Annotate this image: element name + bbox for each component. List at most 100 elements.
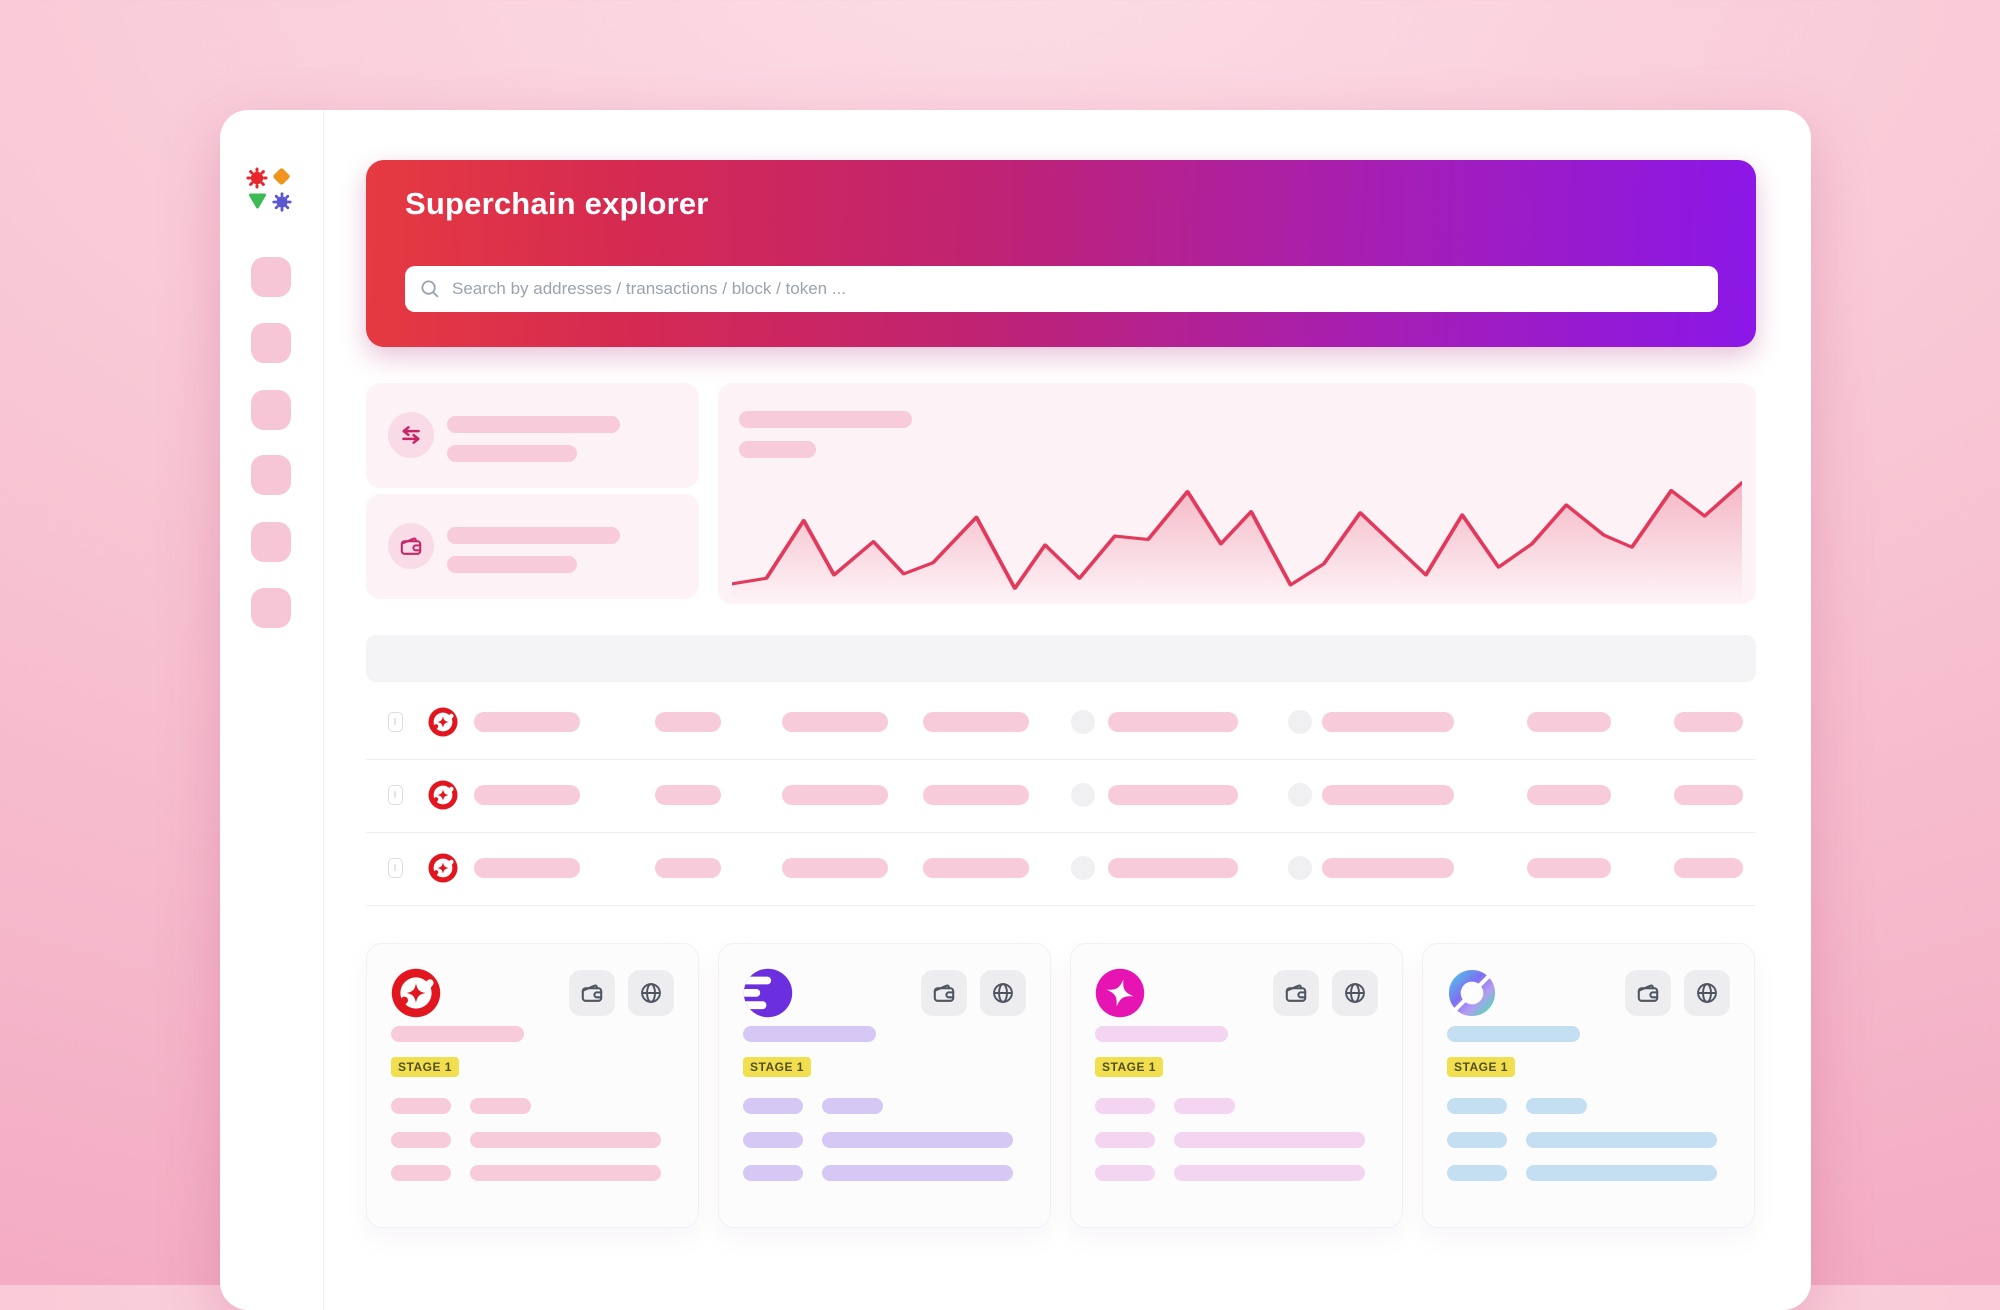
globe-icon	[641, 983, 661, 1003]
website-button[interactable]	[1684, 970, 1730, 1016]
skeleton-cell	[1108, 712, 1238, 732]
chain-card-purple[interactable]: STAGE 1	[718, 943, 1051, 1228]
table-row[interactable]	[366, 832, 1756, 906]
red-swirl-chain-logo-icon	[391, 968, 441, 1018]
sidebar-item-3[interactable]	[251, 390, 291, 430]
app-window: Superchain explorer	[220, 110, 1811, 1310]
line-chart	[732, 481, 1742, 600]
skeleton-cell	[923, 785, 1029, 805]
skeleton-bar	[470, 1098, 531, 1114]
skeleton-cell	[1108, 785, 1238, 805]
search-icon	[421, 280, 439, 298]
skeleton-bar	[1095, 1165, 1155, 1181]
website-button[interactable]	[1332, 970, 1378, 1016]
main-content: Superchain explorer	[366, 110, 1756, 1310]
wallet-button[interactable]	[921, 970, 967, 1016]
app-logo-icon[interactable]	[245, 166, 295, 216]
chain-logo-icon	[428, 853, 458, 883]
skeleton-bar	[1095, 1132, 1155, 1148]
wallet-button[interactable]	[569, 970, 615, 1016]
table-header	[366, 635, 1756, 682]
skeleton-avatar	[1071, 783, 1095, 807]
row-checkbox[interactable]	[388, 858, 403, 878]
swap-icon	[388, 412, 434, 458]
stage-badge: STAGE 1	[1447, 1057, 1515, 1077]
skeleton-cell	[782, 712, 888, 732]
stage-badge: STAGE 1	[1095, 1057, 1163, 1077]
skeleton-cell	[1674, 858, 1743, 878]
chart-area	[732, 482, 1742, 600]
sidebar	[220, 110, 324, 1310]
skeleton-avatar	[1071, 856, 1095, 880]
sidebar-item-6[interactable]	[251, 588, 291, 628]
website-button[interactable]	[628, 970, 674, 1016]
table-row[interactable]	[366, 759, 1756, 833]
search-input[interactable]	[450, 278, 1703, 300]
skeleton-bar	[1447, 1165, 1507, 1181]
skeleton-bar	[1447, 1098, 1507, 1114]
skeleton-avatar	[1071, 710, 1095, 734]
skeleton-title	[743, 1026, 876, 1042]
skeleton-bar	[743, 1098, 803, 1114]
skeleton-bar	[447, 556, 577, 573]
skeleton-bar	[822, 1098, 883, 1114]
iridescent-ring-chain-logo-icon	[1448, 969, 1496, 1017]
skeleton-cell	[655, 712, 721, 732]
skeleton-bar	[470, 1132, 661, 1148]
sidebar-item-5[interactable]	[251, 522, 291, 562]
skeleton-bar	[739, 411, 912, 428]
skeleton-avatar	[1288, 710, 1312, 734]
sidebar-item-1[interactable]	[251, 257, 291, 297]
wallet-icon	[933, 984, 955, 1002]
table-row[interactable]	[366, 686, 1756, 760]
chain-card-red[interactable]: STAGE 1	[366, 943, 699, 1228]
row-checkbox[interactable]	[388, 785, 403, 805]
skeleton-cell	[1108, 858, 1238, 878]
row-checkbox[interactable]	[388, 712, 403, 732]
skeleton-bar	[391, 1132, 451, 1148]
skeleton-bar	[1174, 1165, 1365, 1181]
chain-card-iridescent[interactable]: STAGE 1	[1422, 943, 1755, 1228]
skeleton-bar	[447, 416, 620, 433]
skeleton-bar	[447, 527, 620, 544]
skeleton-cell	[1527, 712, 1611, 732]
skeleton-cell	[1674, 712, 1743, 732]
skeleton-bar	[391, 1165, 451, 1181]
wallet-icon	[581, 984, 603, 1002]
skeleton-bar	[1095, 1098, 1155, 1114]
chain-logo-icon	[428, 780, 458, 810]
skeleton-cell	[1322, 785, 1454, 805]
page-title: Superchain explorer	[405, 186, 709, 221]
wallet-button[interactable]	[1625, 970, 1671, 1016]
skeleton-bar	[1447, 1132, 1507, 1148]
skeleton-cell	[923, 858, 1029, 878]
stat-card-transactions[interactable]	[366, 383, 699, 488]
skeleton-cell	[782, 785, 888, 805]
skeleton-bar	[447, 445, 577, 462]
skeleton-avatar	[1288, 856, 1312, 880]
skeleton-bar	[470, 1165, 661, 1181]
skeleton-cell	[474, 712, 580, 732]
wallet-icon	[388, 523, 434, 569]
skeleton-cell	[655, 785, 721, 805]
sidebar-item-4[interactable]	[251, 455, 291, 495]
globe-icon	[1345, 983, 1365, 1003]
skeleton-cell	[782, 858, 888, 878]
sidebar-item-2[interactable]	[251, 323, 291, 363]
stat-card-wallets[interactable]	[366, 494, 699, 599]
skeleton-avatar	[1288, 783, 1312, 807]
stage-badge: STAGE 1	[743, 1057, 811, 1077]
website-button[interactable]	[980, 970, 1026, 1016]
skeleton-title	[1095, 1026, 1228, 1042]
purple-bars-chain-logo-icon	[743, 968, 793, 1018]
skeleton-bar	[822, 1165, 1013, 1181]
search-bar[interactable]	[405, 266, 1718, 312]
wallet-button[interactable]	[1273, 970, 1319, 1016]
chain-card-magenta[interactable]: STAGE 1	[1070, 943, 1403, 1228]
skeleton-bar	[743, 1132, 803, 1148]
skeleton-cell	[474, 858, 580, 878]
wallet-icon	[1637, 984, 1659, 1002]
skeleton-cell	[655, 858, 721, 878]
skeleton-cell	[1322, 712, 1454, 732]
skeleton-cell	[1527, 785, 1611, 805]
